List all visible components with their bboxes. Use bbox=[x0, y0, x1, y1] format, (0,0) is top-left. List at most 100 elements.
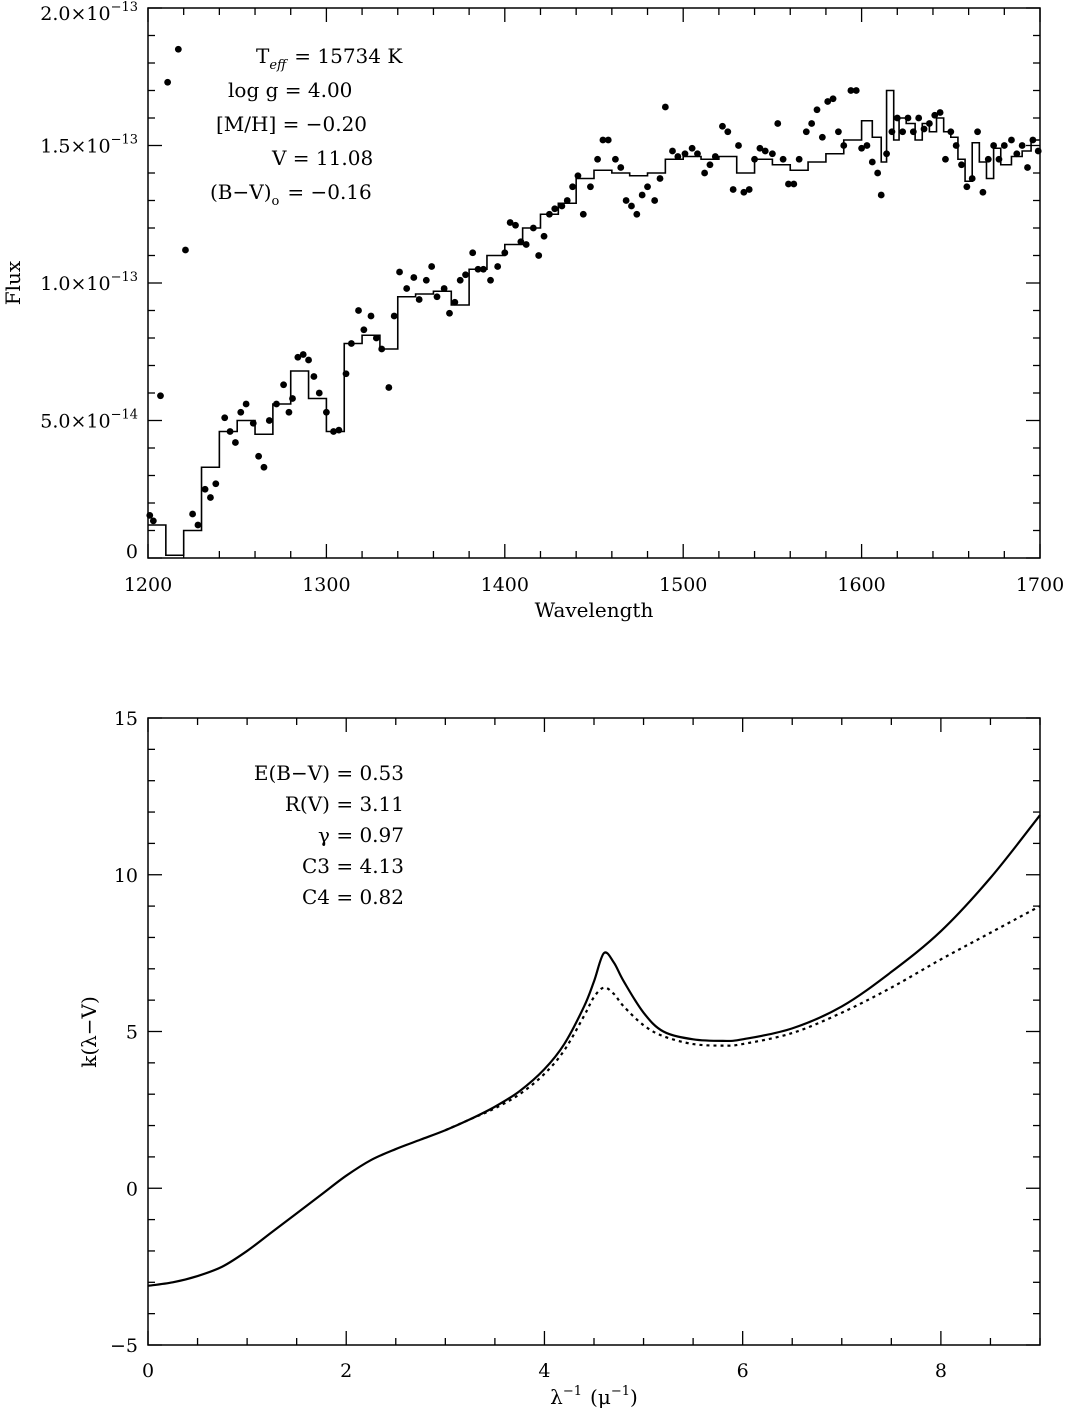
extinction-plot-frame bbox=[147, 717, 1041, 1346]
x-label-sup2: −1 bbox=[611, 1384, 630, 1399]
flux-point bbox=[863, 142, 871, 149]
flux-point bbox=[1000, 142, 1008, 149]
teff-annotation: Teff = 15734 K bbox=[256, 44, 403, 73]
x-label-paren: (μ bbox=[590, 1385, 611, 1409]
flux-point bbox=[729, 186, 737, 193]
flux-point bbox=[342, 370, 350, 378]
flux-point bbox=[706, 161, 714, 169]
flux-point bbox=[952, 142, 960, 149]
flux-point bbox=[474, 265, 482, 273]
flux-point bbox=[936, 109, 944, 116]
flux-point bbox=[847, 87, 855, 94]
flux-point bbox=[974, 128, 981, 136]
flux-point bbox=[494, 263, 502, 270]
flux-point bbox=[487, 276, 494, 284]
x-tick-label: 8 bbox=[935, 1360, 947, 1382]
teff-label: T bbox=[256, 44, 270, 68]
flux-point bbox=[1008, 136, 1015, 144]
flux-point bbox=[617, 164, 625, 171]
flux-point bbox=[462, 271, 469, 279]
flux-point bbox=[979, 188, 987, 196]
flux-point bbox=[958, 161, 965, 169]
flux-point bbox=[517, 238, 525, 246]
flux-point bbox=[501, 249, 509, 257]
flux-point bbox=[456, 276, 464, 284]
flux-point bbox=[925, 120, 933, 127]
flux-point bbox=[622, 197, 630, 204]
flux-point bbox=[551, 205, 559, 213]
flux-point bbox=[877, 191, 885, 199]
flux-point bbox=[403, 285, 411, 292]
flux-point bbox=[189, 510, 197, 518]
y-tick-label: 0 bbox=[126, 1178, 138, 1200]
y-tick-label: 2.0×10−13 bbox=[40, 0, 138, 25]
flux-point bbox=[920, 125, 928, 133]
flux-point bbox=[942, 155, 949, 163]
flux-point bbox=[735, 142, 742, 149]
flux-point bbox=[774, 120, 782, 127]
flux-point bbox=[888, 128, 896, 136]
flux-point bbox=[674, 153, 682, 160]
flux-point bbox=[422, 276, 430, 284]
observed-flux-points bbox=[146, 45, 1042, 529]
x-tick-label: 4 bbox=[538, 1360, 550, 1382]
flux-point bbox=[289, 395, 296, 402]
x-tick-label: 6 bbox=[737, 1360, 749, 1382]
flux-point bbox=[360, 326, 368, 334]
y-tick-label: 15 bbox=[114, 708, 138, 730]
flux-point bbox=[909, 128, 917, 136]
flux-point bbox=[931, 111, 939, 119]
flux-point bbox=[221, 414, 229, 422]
flux-point bbox=[280, 381, 287, 389]
flux-point bbox=[164, 78, 172, 86]
flux-point bbox=[479, 265, 487, 273]
flux-point bbox=[701, 169, 709, 177]
ebv-annotation: E(B−V) = 0.53 bbox=[254, 761, 404, 785]
flux-point bbox=[818, 133, 826, 141]
flux-point bbox=[769, 150, 776, 158]
flux-point bbox=[594, 155, 601, 163]
bv-sub: o bbox=[272, 194, 280, 209]
flux-point bbox=[824, 98, 832, 105]
x-tick-label: 1500 bbox=[659, 574, 707, 596]
stellar-parameters: Teff = 15734 K log g = 4.00 [M/H] = −0.20… bbox=[210, 44, 403, 209]
flux-axis-ticks: 1200 1300 1400 1500 1600 1700 0 5.0×10−14 1.0×10… bbox=[40, 0, 1064, 596]
x-label-sup1: −1 bbox=[563, 1384, 582, 1399]
flux-point bbox=[232, 439, 239, 446]
flux-point bbox=[207, 494, 214, 501]
flux-point bbox=[385, 384, 393, 391]
flux-point bbox=[563, 197, 571, 204]
flux-point bbox=[1024, 164, 1031, 171]
flux-point bbox=[587, 183, 594, 191]
flux-point bbox=[546, 210, 553, 218]
flux-point bbox=[656, 175, 664, 182]
y-tick-label: 10 bbox=[114, 865, 138, 887]
x-tick-label: 1700 bbox=[1016, 574, 1064, 596]
flux-point bbox=[367, 312, 375, 320]
flux-point bbox=[535, 252, 543, 259]
flux-point bbox=[984, 155, 992, 163]
flux-point bbox=[669, 147, 676, 155]
flux-point bbox=[355, 307, 362, 314]
flux-point bbox=[644, 183, 651, 191]
flux-point bbox=[751, 155, 758, 163]
flux-point bbox=[265, 417, 273, 424]
flux-spectrum-panel: 1200 1300 1400 1500 1600 1700 0 5.0×10−14 1.0×10… bbox=[1, 0, 1064, 622]
flux-point bbox=[226, 428, 234, 435]
flux-point bbox=[968, 175, 976, 182]
flux-point bbox=[242, 400, 250, 408]
x-tick-label: 2 bbox=[340, 1360, 352, 1382]
flux-point bbox=[761, 147, 769, 155]
flux-point bbox=[893, 114, 901, 122]
flux-point bbox=[852, 87, 860, 94]
x-tick-label: 1600 bbox=[837, 574, 885, 596]
flux-point bbox=[633, 210, 641, 218]
y-tick-label: 0 bbox=[126, 541, 138, 563]
flux-point bbox=[574, 172, 582, 180]
flux-y-axis-label: Flux bbox=[1, 260, 25, 305]
flux-point bbox=[323, 408, 330, 416]
flux-point bbox=[469, 249, 477, 257]
flux-point bbox=[194, 521, 202, 529]
flux-point bbox=[724, 128, 732, 136]
